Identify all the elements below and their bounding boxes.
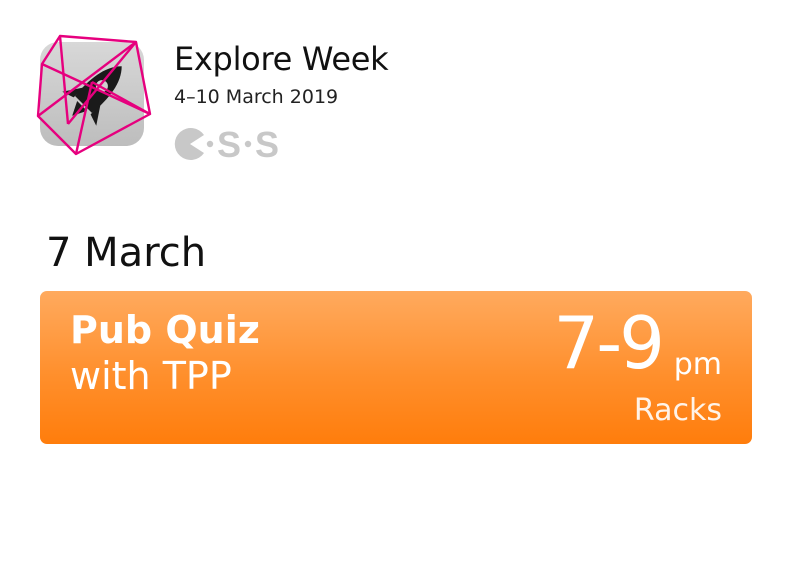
event-venue: Racks bbox=[633, 393, 722, 428]
event-time-unit: pm bbox=[673, 347, 722, 382]
event-card[interactable]: Pub Quiz with TPP 7-9 pm Racks bbox=[40, 291, 752, 444]
event-title-line2: with TPP bbox=[70, 354, 232, 398]
event-title-line1: Pub Quiz bbox=[70, 308, 260, 352]
page-title: Explore Week bbox=[174, 40, 389, 78]
event-title: Pub Quiz with TPP bbox=[70, 307, 260, 399]
svg-text:S: S bbox=[217, 124, 241, 164]
explore-week-logo bbox=[32, 30, 162, 160]
css-logo-mark: S S bbox=[172, 124, 292, 165]
rocket-icon bbox=[36, 34, 152, 156]
day-heading: 7 March bbox=[46, 230, 207, 276]
event-dates: 4–10 March 2019 bbox=[174, 86, 339, 108]
svg-text:S: S bbox=[255, 124, 279, 164]
event-time: 7-9 bbox=[553, 301, 665, 385]
